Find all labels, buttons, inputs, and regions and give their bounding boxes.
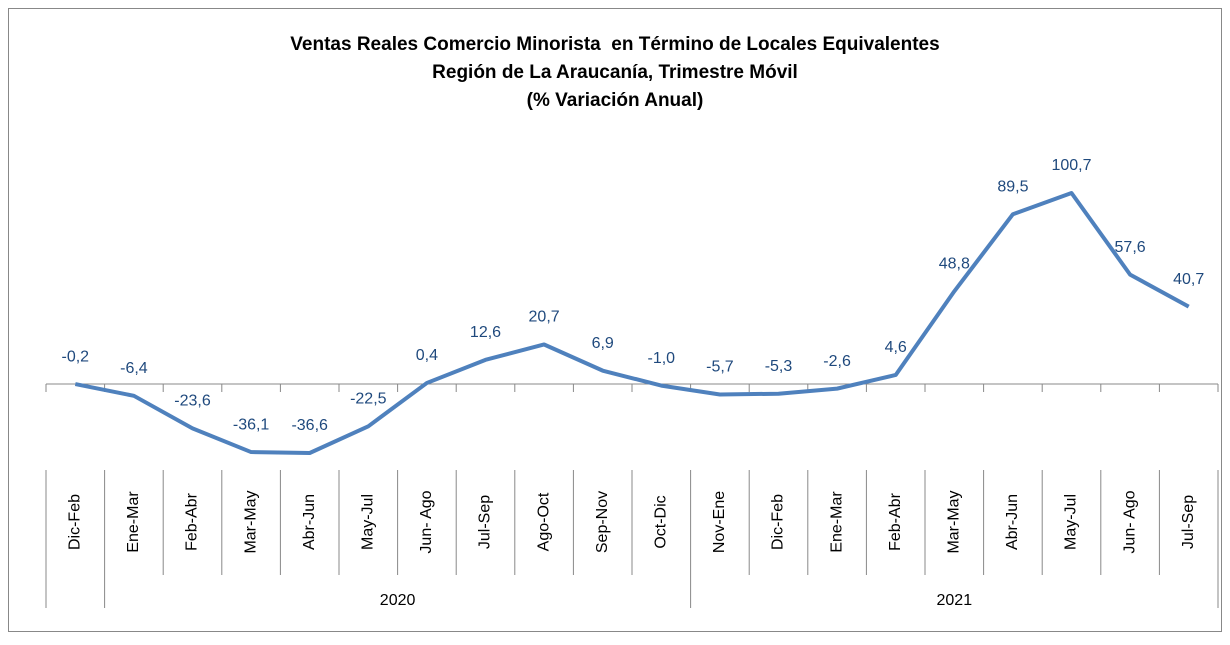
chart-title: Región de La Araucanía, Trimestre Móvil	[432, 62, 798, 83]
data-label: 6,9	[592, 335, 614, 352]
x-tick-label: Feb-Abr	[887, 492, 904, 550]
data-label: -5,7	[706, 359, 734, 376]
x-tick-label: Jun- Ago	[418, 490, 435, 553]
chart-border	[8, 8, 1222, 632]
x-tick-label: Feb-Abr	[184, 492, 201, 550]
x-tick-label: Jun- Ago	[1121, 490, 1138, 553]
x-tick-label: Abr-Jun	[1004, 494, 1021, 550]
data-label: -6,4	[120, 360, 148, 377]
data-label: 57,6	[1115, 239, 1146, 256]
line	[74, 191, 1190, 455]
x-tick-label: Ene-Mar	[125, 491, 142, 553]
year-label: 2020	[380, 592, 416, 609]
data-label: 40,7	[1173, 271, 1204, 288]
x-tick-label: Sep-Nov	[594, 491, 611, 553]
data-label: 100,7	[1051, 157, 1091, 174]
data-label: 48,8	[939, 255, 970, 272]
x-tick-label: Dic-Feb	[67, 494, 84, 550]
x-tick-label: Jul-Sep	[1180, 495, 1197, 549]
x-tick-label: Ago-Oct	[535, 492, 552, 551]
data-label: -5,3	[765, 358, 793, 375]
data-label: -36,6	[291, 417, 328, 434]
data-label: 89,5	[997, 178, 1028, 195]
x-tick-label: Oct-Dic	[653, 495, 670, 548]
x-tick-label: Mar-May	[242, 490, 259, 553]
x-tick-label: Nov-Ene	[711, 491, 728, 553]
data-label: -2,6	[823, 353, 851, 370]
data-label: -1,0	[648, 350, 676, 367]
x-tick-label: Jul-Sep	[477, 495, 494, 549]
year-label: 2021	[937, 592, 973, 609]
x-tick-label: Dic-Feb	[770, 494, 787, 550]
data-label: -23,6	[174, 393, 211, 410]
chart-title: Ventas Reales Comercio Minorista en Térm…	[290, 34, 939, 55]
data-label: 0,4	[416, 347, 438, 364]
data-label: -0,2	[62, 348, 90, 365]
data-label: -36,1	[233, 416, 270, 433]
x-tick-label: Abr-Jun	[301, 494, 318, 550]
data-label: 20,7	[529, 309, 560, 326]
data-label: -22,5	[350, 391, 387, 408]
x-tick-label: May-Jul	[1063, 494, 1080, 550]
x-tick-label: May-Jul	[360, 494, 377, 550]
x-tick-label: Ene-Mar	[828, 491, 845, 553]
data-label: 12,6	[470, 324, 501, 341]
x-tick-label: Mar-May	[946, 490, 963, 553]
data-label: 4,6	[885, 339, 907, 356]
chart-title: (% Variación Anual)	[527, 90, 704, 111]
